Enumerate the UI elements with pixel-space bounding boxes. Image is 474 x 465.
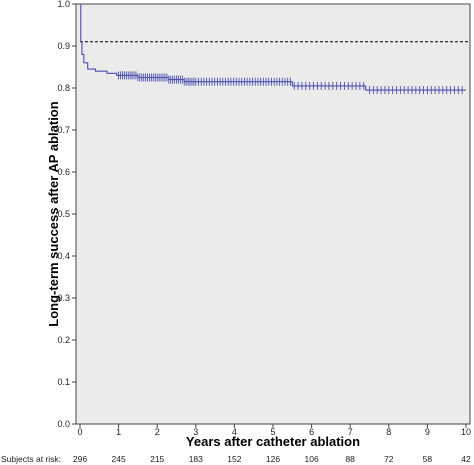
y-tick-label: 0.6 (57, 167, 70, 177)
y-tick-label: 0.9 (57, 41, 70, 51)
x-tick-label: 7 (348, 427, 353, 437)
x-tick-label: 10 (461, 427, 471, 437)
x-tick-label: 8 (386, 427, 391, 437)
risk-count: 296 (73, 454, 87, 464)
risk-count: 152 (227, 454, 241, 464)
x-tick-label: 2 (155, 427, 160, 437)
y-axis-title: Long-term success after AP ablation (46, 101, 61, 326)
x-tick-label: 3 (193, 427, 198, 437)
y-tick-label: 0.8 (57, 83, 70, 93)
y-axis: 0.0 0.1 0.2 0.3 0.4 0.5 0.6 0.7 0.8 0.9 1.0 (57, 0, 76, 429)
y-tick-label: 0.5 (57, 209, 70, 219)
risk-count: 42 (461, 454, 471, 464)
y-tick-label: 0.2 (57, 335, 70, 345)
x-axis-title: Years after catheter ablation (186, 434, 360, 449)
risk-table-label: Subjects at risk: (1, 454, 61, 464)
x-tick-label: 0 (77, 427, 82, 437)
y-tick-label: 0.0 (57, 419, 70, 429)
x-tick-label: 1 (116, 427, 121, 437)
y-tick-label: 0.1 (57, 377, 70, 387)
risk-count: 58 (423, 454, 433, 464)
y-tick-label: 0.3 (57, 293, 70, 303)
x-tick-label: 5 (270, 427, 275, 437)
plot-background (75, 3, 471, 425)
y-tick-label: 0.7 (57, 125, 70, 135)
x-tick-label: 9 (425, 427, 430, 437)
risk-count: 72 (384, 454, 394, 464)
risk-count: 126 (266, 454, 280, 464)
y-tick-label: 1.0 (57, 0, 70, 9)
risk-count: 106 (305, 454, 319, 464)
risk-count: 183 (189, 454, 203, 464)
y-tick-label: 0.4 (57, 251, 70, 261)
risk-count: 245 (112, 454, 126, 464)
risk-count: 88 (345, 454, 355, 464)
x-axis: 0 1 2 3 4 5 6 7 8 9 10 (77, 424, 471, 437)
censor-marks (118, 71, 463, 95)
x-tick-label: 6 (309, 427, 314, 437)
risk-count: 215 (150, 454, 164, 464)
risk-table-values: 296 245 215 183 152 126 106 88 72 58 42 (73, 454, 471, 464)
x-tick-label: 4 (232, 427, 237, 437)
